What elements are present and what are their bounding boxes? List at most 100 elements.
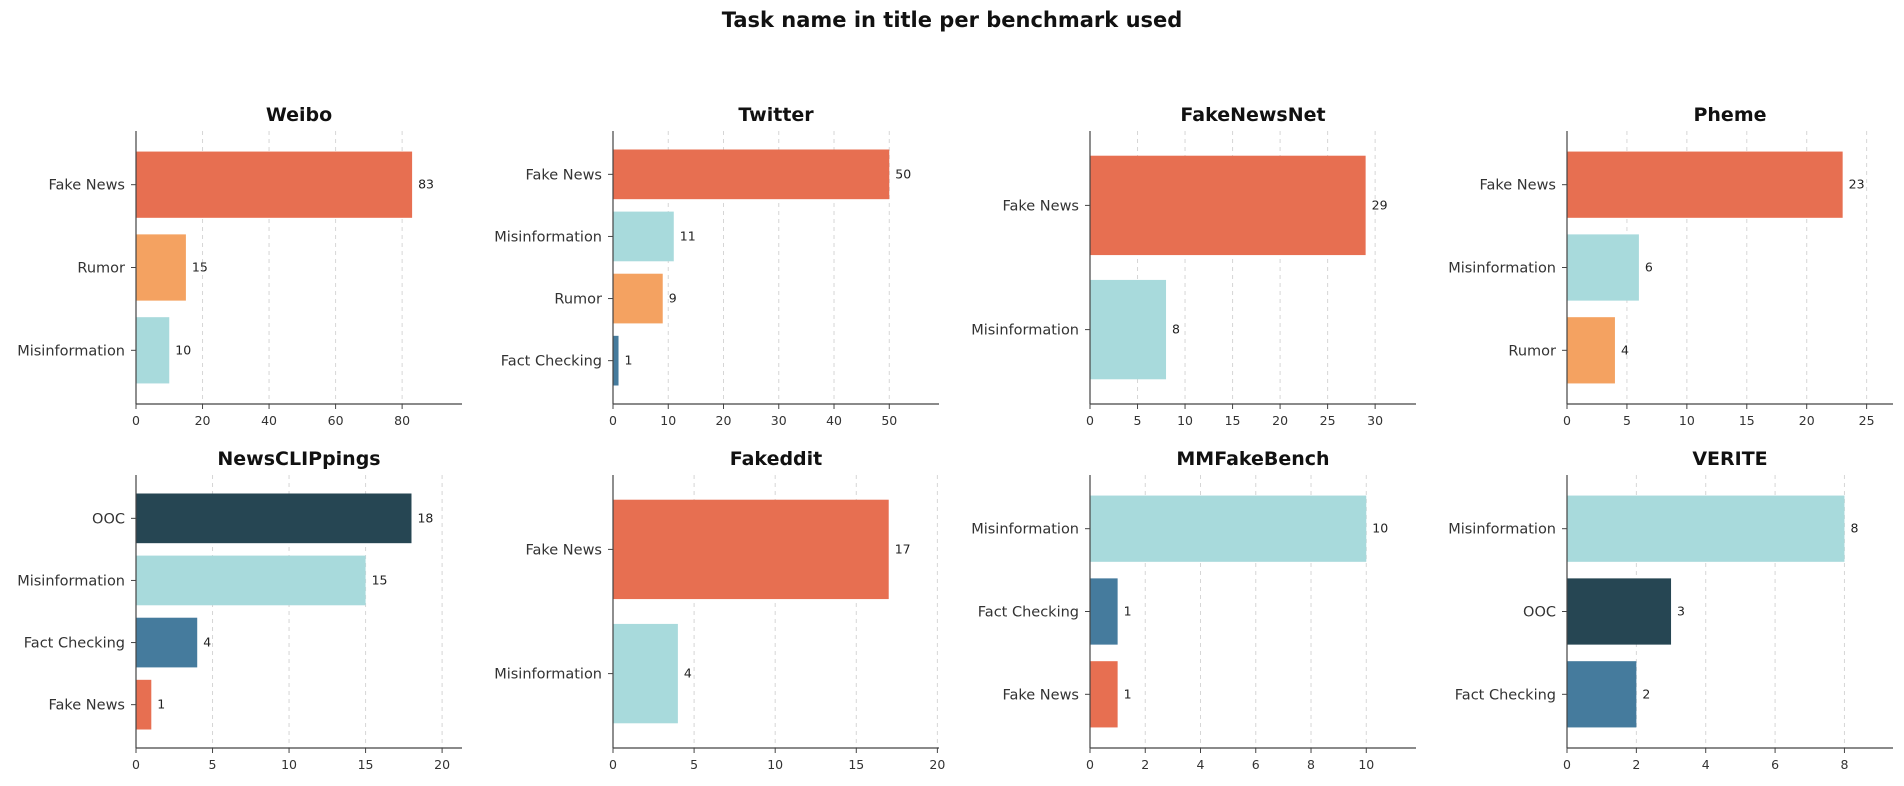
panel-weibo-bar-fake-news xyxy=(136,151,413,218)
panel-weibo-title: Weibo xyxy=(266,104,332,126)
panel-mmfakebench-xtick-label: 0 xyxy=(1086,757,1094,772)
panel-pheme-xtick-label: 25 xyxy=(1859,413,1875,428)
panel-weibo-bar-misinformation xyxy=(136,317,170,384)
panel-pheme-title: Pheme xyxy=(1693,104,1766,126)
panel-fakenewsnet-category-label-fake-news: Fake News xyxy=(1003,198,1080,214)
panel-pheme-xtick-label: 20 xyxy=(1799,413,1815,428)
panel-newsclippings-category-label-fake-news: Fake News xyxy=(49,698,126,714)
panel-fakeddit-bar-fake-news xyxy=(613,499,889,600)
panel-mmfakebench-category-label-fake-news: Fake News xyxy=(1003,687,1080,703)
panel-twitter-xtick-label: 50 xyxy=(881,413,897,428)
panel-twitter-xtick-label: 30 xyxy=(771,413,787,428)
panel-newsclippings-xtick-label: 0 xyxy=(132,757,140,772)
panel-fakeddit-value-label-misinformation: 4 xyxy=(684,666,692,681)
panel-fakenewsnet-value-label-misinformation: 8 xyxy=(1172,322,1180,337)
panel-verite-bar-fact-checking xyxy=(1567,661,1637,728)
panel-twitter-xtick-label: 40 xyxy=(826,413,842,428)
panel-mmfakebench-xtick-label: 10 xyxy=(1358,757,1374,772)
panel-fakeddit-value-label-fake-news: 17 xyxy=(895,541,911,556)
panel-newsclippings-xtick-label: 5 xyxy=(209,757,217,772)
panel-fakeddit-category-label-misinformation: Misinformation xyxy=(494,667,602,683)
panel-mmfakebench-xtick-label: 4 xyxy=(1197,757,1205,772)
panel-verite-category-label-ooc: OOC xyxy=(1523,605,1556,621)
panel-weibo-bar-rumor xyxy=(136,234,186,301)
panel-fakenewsnet-xtick-label: 30 xyxy=(1367,413,1383,428)
panel-twitter-bar-misinformation xyxy=(613,211,674,262)
panel-mmfakebench-bar-misinformation xyxy=(1090,495,1367,562)
panel-pheme-xtick-label: 10 xyxy=(1679,413,1695,428)
panel-verite-xtick-label: 0 xyxy=(1563,757,1571,772)
panel-mmfakebench-value-label-fake-news: 1 xyxy=(1124,686,1132,701)
panel-twitter-category-label-rumor: Rumor xyxy=(554,292,602,308)
panel-mmfakebench-xtick-label: 6 xyxy=(1252,757,1260,772)
panel-weibo-category-label-rumor: Rumor xyxy=(77,261,125,277)
panel-pheme-xtick-label: 5 xyxy=(1623,413,1631,428)
panel-mmfakebench-bar-fact-checking xyxy=(1090,578,1118,645)
panel-fakeddit-xtick-label: 5 xyxy=(690,757,698,772)
panel-mmfakebench-bar-fake-news xyxy=(1090,661,1118,728)
panel-newsclippings-bar-fact-checking xyxy=(136,617,198,668)
panel-weibo-xtick-label: 80 xyxy=(394,413,410,428)
panel-newsclippings-xtick-label: 15 xyxy=(358,757,374,772)
panel-verite-xtick-label: 4 xyxy=(1702,757,1710,772)
panel-mmfakebench-xtick-label: 2 xyxy=(1141,757,1149,772)
panel-weibo-category-label-fake-news: Fake News xyxy=(49,178,126,194)
panel-fakenewsnet-bar-fake-news xyxy=(1090,155,1366,256)
panel-twitter-value-label-fake-news: 50 xyxy=(895,166,911,181)
panel-twitter-value-label-rumor: 9 xyxy=(669,291,677,306)
panel-pheme-category-label-rumor: Rumor xyxy=(1508,343,1556,359)
panel-verite-bar-misinformation xyxy=(1567,495,1845,562)
panel-newsclippings-bar-misinformation xyxy=(136,555,366,606)
panel-newsclippings-category-label-fact-checking: Fact Checking xyxy=(24,636,125,652)
panel-pheme-xtick-label: 0 xyxy=(1563,413,1571,428)
panel-fakeddit-xtick-label: 20 xyxy=(929,757,945,772)
panel-newsclippings-title: NewsCLIPpings xyxy=(217,448,380,470)
panel-pheme-value-label-fake-news: 23 xyxy=(1849,177,1865,192)
panel-twitter-category-label-fake-news: Fake News xyxy=(526,167,603,183)
panel-mmfakebench-xtick-label: 8 xyxy=(1307,757,1315,772)
panel-weibo-value-label-misinformation: 10 xyxy=(175,342,191,357)
panel-fakenewsnet-category-label-misinformation: Misinformation xyxy=(971,323,1079,339)
panel-mmfakebench-category-label-misinformation: Misinformation xyxy=(971,522,1079,538)
panel-verite-value-label-fact-checking: 2 xyxy=(1642,686,1650,701)
panel-fakenewsnet-xtick-label: 25 xyxy=(1320,413,1336,428)
panel-fakeddit-bar-misinformation xyxy=(613,623,678,724)
panel-newsclippings-value-label-fact-checking: 4 xyxy=(203,635,211,650)
panel-weibo-xtick-label: 40 xyxy=(261,413,277,428)
panel-fakenewsnet-value-label-fake-news: 29 xyxy=(1372,197,1388,212)
panel-verite-bar-ooc xyxy=(1567,578,1672,645)
panel-pheme-bar-rumor xyxy=(1567,317,1615,384)
panel-fakenewsnet-xtick-label: 15 xyxy=(1225,413,1241,428)
panel-pheme-value-label-misinformation: 6 xyxy=(1645,260,1653,275)
panel-pheme-bar-misinformation xyxy=(1567,234,1639,301)
panel-weibo-xtick-label: 60 xyxy=(328,413,344,428)
panel-fakenewsnet-xtick-label: 10 xyxy=(1177,413,1193,428)
panel-fakenewsnet-xtick-label: 0 xyxy=(1086,413,1094,428)
panel-fakenewsnet-xtick-label: 20 xyxy=(1272,413,1288,428)
panel-verite-xtick-label: 2 xyxy=(1632,757,1640,772)
panel-fakenewsnet-title: FakeNewsNet xyxy=(1180,104,1325,126)
panel-fakeddit-title: Fakeddit xyxy=(730,448,823,470)
panel-verite-value-label-ooc: 3 xyxy=(1677,604,1685,619)
panel-verite-category-label-fact-checking: Fact Checking xyxy=(1455,687,1556,703)
panel-newsclippings-category-label-misinformation: Misinformation xyxy=(17,573,125,589)
panel-fakeddit-xtick-label: 15 xyxy=(848,757,864,772)
panel-mmfakebench-value-label-misinformation: 10 xyxy=(1372,521,1388,536)
panel-fakeddit-xtick-label: 10 xyxy=(767,757,783,772)
panel-mmfakebench-title: MMFakeBench xyxy=(1176,448,1329,470)
panel-newsclippings-bar-fake-news xyxy=(136,679,152,730)
panel-weibo-xtick-label: 20 xyxy=(195,413,211,428)
panel-verite-xtick-label: 6 xyxy=(1771,757,1779,772)
panel-verite-xtick-label: 8 xyxy=(1840,757,1848,772)
panel-newsclippings-value-label-ooc: 18 xyxy=(417,510,433,525)
panel-twitter-bar-fake-news xyxy=(613,149,890,200)
panel-newsclippings-xtick-label: 10 xyxy=(281,757,297,772)
panel-mmfakebench-value-label-fact-checking: 1 xyxy=(1124,604,1132,619)
panel-fakeddit-xtick-label: 0 xyxy=(609,757,617,772)
panel-newsclippings-category-label-ooc: OOC xyxy=(92,511,125,527)
panel-fakenewsnet-xtick-label: 5 xyxy=(1134,413,1142,428)
panel-newsclippings-xtick-label: 20 xyxy=(434,757,450,772)
panel-twitter-title: Twitter xyxy=(738,104,814,126)
panel-fakeddit-category-label-fake-news: Fake News xyxy=(526,542,603,558)
